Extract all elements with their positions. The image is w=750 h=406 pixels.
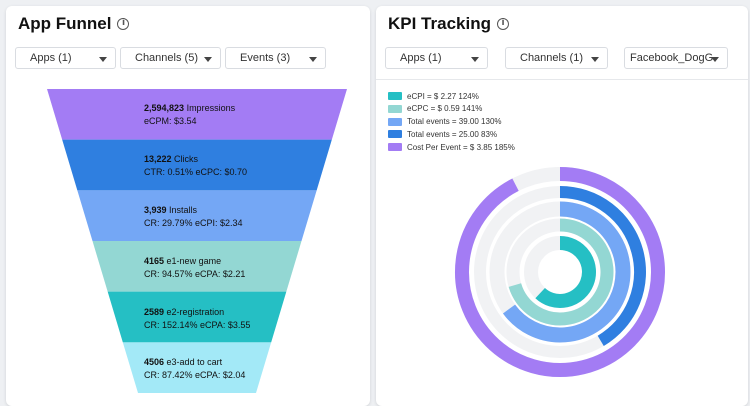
kpi-apps-filter-label: Apps (1)	[400, 52, 442, 64]
funnel-stage-label-installs: 3,939 Installs CR: 29.79% eCPI: $2.34	[144, 204, 243, 230]
stage-name: e2-registration	[166, 307, 225, 317]
legend-label: eCPI = $ 2.27 124%	[407, 91, 479, 101]
funnel-stage-2[interactable]	[77, 190, 317, 241]
funnel-stage-1[interactable]	[62, 139, 332, 191]
legend-swatch	[388, 143, 402, 152]
ring-arc-0[interactable]	[535, 236, 596, 308]
legend-swatch	[388, 92, 402, 100]
kpi-apps-filter-dropdown[interactable]: Apps (1)	[385, 47, 488, 69]
chevron-down-icon	[591, 57, 599, 62]
legend-label: eCPC = $ 0.59 141%	[407, 104, 483, 114]
kpi-tracking-title: KPI Tracking	[388, 14, 491, 33]
ring-arc-1[interactable]	[508, 218, 614, 326]
chevron-down-icon	[471, 57, 479, 62]
funnel-stage-label-clicks: 13,222 Clicks CTR: 0.51% eCPC: $0.70	[144, 153, 247, 179]
kpi-title-row: KPI Tracking i	[388, 14, 509, 34]
ring-arc-3[interactable]	[559, 186, 646, 347]
legend-swatch	[388, 117, 402, 126]
channels-filter-label: Channels (5)	[135, 52, 198, 64]
kpi-campaign-filter-dropdown[interactable]: Facebook_DogG	[624, 47, 728, 69]
funnel-stage-3[interactable]	[92, 241, 302, 292]
stage-value: 4165	[144, 256, 165, 266]
kpi-tracking-panel: KPI Tracking i Apps (1) Channels (1) Fac…	[376, 6, 748, 406]
ring-arc-2[interactable]	[502, 201, 631, 343]
stage-value: 3,939	[144, 205, 167, 215]
stage-name: Clicks	[174, 154, 199, 164]
legend-item-total-events-25[interactable]: Total events = 25.00 83%	[388, 128, 515, 140]
legend-label: Total events = 25.00 83%	[407, 129, 498, 139]
funnel-stage-0[interactable]	[47, 89, 347, 140]
legend-swatch	[388, 104, 402, 113]
app-funnel-panel: App Funnel i Apps (1) Channels (5) Event…	[6, 6, 370, 406]
info-icon[interactable]: i	[496, 18, 509, 30]
chevron-down-icon	[204, 57, 212, 62]
legend-item-cost-per-event[interactable]: Cost Per Event = $ 3.85 185%	[388, 141, 515, 153]
legend-item-ecpi[interactable]: eCPI = $ 2.27 124%	[388, 90, 515, 102]
apps-filter-dropdown[interactable]: Apps (1)	[15, 47, 116, 69]
stage-metrics: CR: 29.79% eCPI: $2.34	[144, 218, 243, 228]
kpi-channels-filter-dropdown[interactable]: Channels (1)	[505, 47, 608, 69]
channels-filter-dropdown[interactable]: Channels (5)	[120, 47, 221, 69]
stage-name: e1-new game	[166, 256, 222, 266]
stage-name: Impressions	[186, 103, 236, 113]
stage-metrics: eCPM: $3.54	[144, 116, 197, 126]
stage-value: 13,222	[144, 154, 172, 164]
funnel-stage-label-add-to-cart: 4506 e3-add to cart CR: 87.42% eCPA: $2.…	[144, 356, 245, 382]
legend-item-total-events-39[interactable]: Total events = 39.00 130%	[388, 116, 515, 128]
app-funnel-title-row: App Funnel i	[18, 14, 130, 34]
apps-filter-label: Apps (1)	[30, 52, 72, 64]
ring-arc-4[interactable]	[455, 167, 665, 377]
kpi-channels-filter-label: Channels (1)	[520, 52, 583, 64]
chevron-down-icon	[309, 57, 317, 62]
info-icon[interactable]: i	[117, 18, 130, 30]
stage-metrics: CR: 152.14% eCPA: $3.55	[144, 320, 251, 330]
legend-label: Cost Per Event = $ 3.85 185%	[407, 142, 515, 152]
events-filter-dropdown[interactable]: Events (3)	[225, 47, 326, 69]
stage-metrics: CR: 87.42% eCPA: $2.04	[144, 370, 246, 380]
funnel-stage-label-registration: 2589 e2-registration CR: 152.14% eCPA: $…	[144, 306, 250, 332]
stage-value: 2589	[144, 307, 165, 317]
kpi-campaign-filter-label: Facebook_DogG	[630, 52, 714, 64]
funnel-stage-label-new-game: 4165 e1-new game CR: 94.57% eCPA: $2.21	[144, 255, 245, 281]
stage-value: 4506	[144, 357, 165, 367]
funnel-stage-5[interactable]	[122, 342, 272, 393]
stage-name: e3-add to cart	[166, 357, 223, 367]
events-filter-label: Events (3)	[240, 52, 291, 64]
header-divider	[376, 79, 748, 80]
funnel-stage-label-impressions: 2,594,823 Impressions eCPM: $3.54	[144, 102, 235, 128]
legend-label: Total events = 39.00 130%	[407, 117, 502, 127]
app-funnel-title: App Funnel	[18, 14, 112, 33]
chevron-down-icon	[99, 57, 107, 62]
chevron-down-icon	[711, 57, 719, 62]
legend-swatch	[388, 130, 402, 139]
stage-value: 2,594,823	[144, 103, 185, 113]
stage-name: Installs	[169, 205, 198, 215]
kpi-radial-chart	[455, 167, 665, 377]
legend-item-ecpc[interactable]: eCPC = $ 0.59 141%	[388, 103, 515, 115]
funnel-stage-4[interactable]	[107, 291, 287, 343]
kpi-legend: eCPI = $ 2.27 124% eCPC = $ 0.59 141% To…	[388, 90, 515, 154]
stage-metrics: CR: 94.57% eCPA: $2.21	[144, 269, 246, 279]
funnel-chart	[47, 89, 347, 393]
stage-metrics: CTR: 0.51% eCPC: $0.70	[144, 167, 248, 177]
